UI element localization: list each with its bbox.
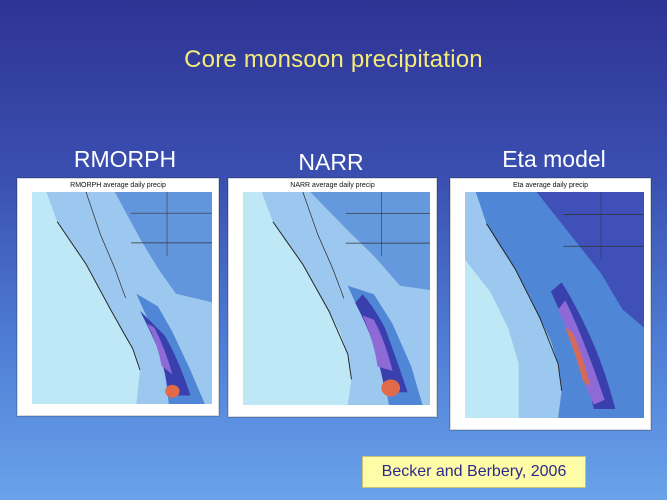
map-plot-narr	[243, 192, 430, 405]
precip-map-narr	[243, 192, 430, 405]
map-title-narr: NARR average daily precip	[290, 182, 375, 189]
precip-map-eta	[465, 192, 644, 418]
citation-box: Becker and Berbery, 2006	[362, 456, 586, 488]
slide-title: Core monsoon precipitation	[184, 46, 483, 73]
panel-label-eta: Eta model	[502, 146, 606, 172]
map-rmorph: RMORPH average daily precip	[17, 178, 219, 416]
map-plot-eta	[465, 192, 644, 418]
panel-label-narr: NARR	[298, 149, 364, 175]
map-narr: NARR average daily precip	[228, 178, 437, 417]
map-title-rmorph: RMORPH average daily precip	[70, 182, 166, 189]
panel-label-rmorph: RMORPH	[73, 146, 177, 172]
map-plot-rmorph	[32, 192, 212, 404]
map-eta: Eta average daily precip	[450, 178, 651, 430]
precip-map-rmorph	[32, 192, 212, 404]
map-title-eta: Eta average daily precip	[512, 182, 589, 189]
